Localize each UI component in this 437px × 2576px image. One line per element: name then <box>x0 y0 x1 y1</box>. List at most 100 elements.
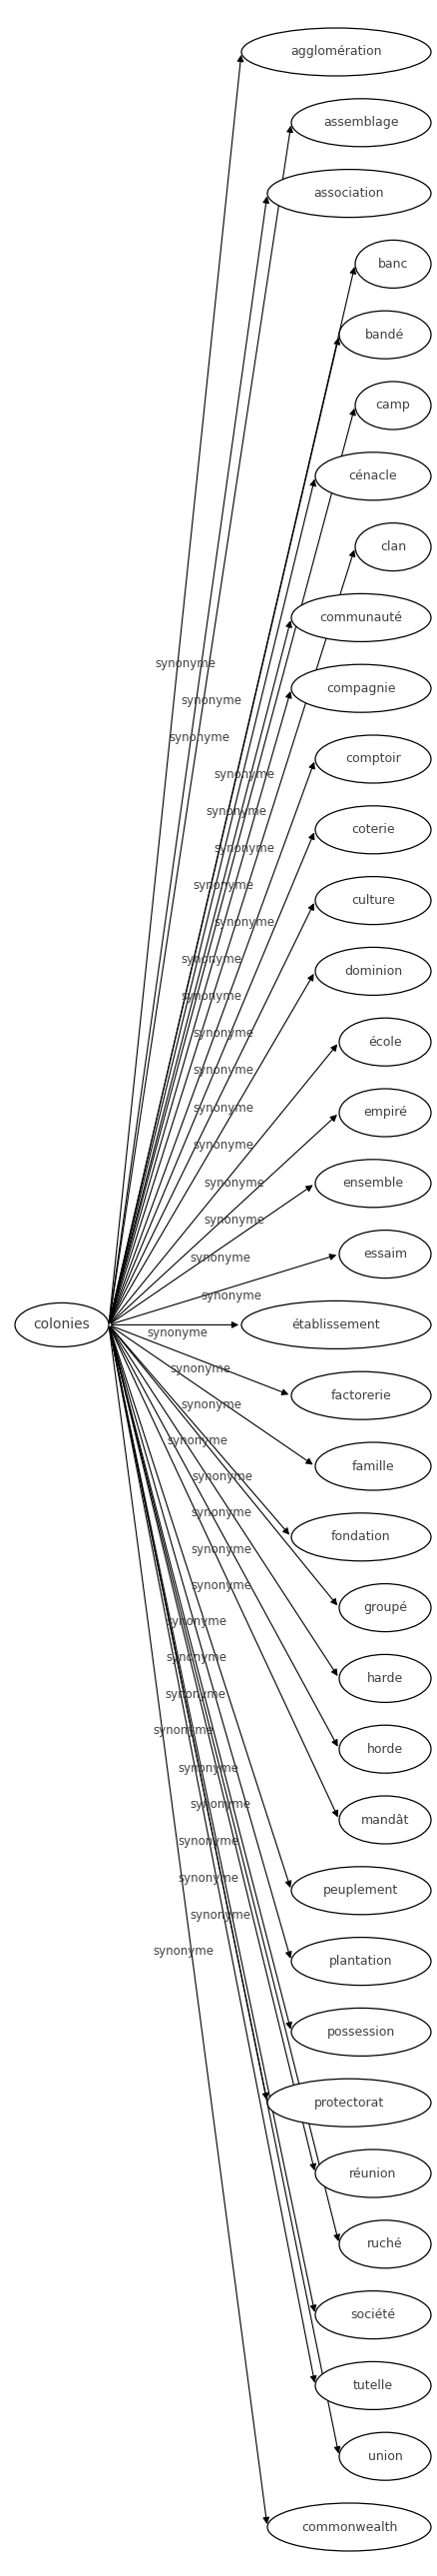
Text: assemblage: assemblage <box>323 116 398 129</box>
Text: peuplement: peuplement <box>323 1883 398 1896</box>
Ellipse shape <box>354 523 430 572</box>
Text: synonyme: synonyme <box>155 657 215 670</box>
Text: mandât: mandât <box>360 1814 408 1826</box>
Text: société: société <box>350 2308 395 2321</box>
Text: association: association <box>313 188 384 201</box>
Text: synonyme: synonyme <box>191 1579 251 1592</box>
Text: tutelle: tutelle <box>352 2380 392 2393</box>
Text: synonyme: synonyme <box>191 1543 251 1556</box>
Text: synonyme: synonyme <box>168 732 229 744</box>
Text: dominion: dominion <box>343 966 401 979</box>
Text: synonyme: synonyme <box>200 1288 261 1303</box>
Text: ruché: ruché <box>367 2239 402 2251</box>
Text: synonyme: synonyme <box>193 1064 253 1077</box>
Text: synonyme: synonyme <box>204 1177 265 1190</box>
Text: clan: clan <box>379 541 405 554</box>
Text: synonyme: synonyme <box>191 1507 252 1520</box>
Ellipse shape <box>338 1018 430 1066</box>
Text: banc: banc <box>377 258 407 270</box>
Text: synonyme: synonyme <box>203 1213 264 1226</box>
Text: ensemble: ensemble <box>342 1177 403 1190</box>
Ellipse shape <box>291 1370 430 1419</box>
Text: synonyme: synonyme <box>177 1834 238 1847</box>
Text: union: union <box>367 2450 402 2463</box>
Ellipse shape <box>267 2079 430 2128</box>
Text: synonyme: synonyme <box>193 1028 253 1041</box>
Ellipse shape <box>338 312 430 358</box>
Text: colonies: colonies <box>34 1319 90 1332</box>
Ellipse shape <box>241 1301 430 1350</box>
Ellipse shape <box>354 240 430 289</box>
Ellipse shape <box>338 1584 430 1631</box>
Text: synonyme: synonyme <box>165 1615 226 1628</box>
Text: synonyme: synonyme <box>181 696 242 708</box>
Ellipse shape <box>291 1868 430 1914</box>
Text: synonyme: synonyme <box>192 1100 253 1115</box>
Text: horde: horde <box>366 1744 402 1757</box>
Text: compagnie: compagnie <box>326 683 395 696</box>
Ellipse shape <box>338 1090 430 1136</box>
Ellipse shape <box>315 2290 430 2339</box>
Text: protectorat: protectorat <box>313 2097 383 2110</box>
Ellipse shape <box>354 381 430 430</box>
Text: agglomération: agglomération <box>290 46 381 59</box>
Ellipse shape <box>338 1795 430 1844</box>
Ellipse shape <box>338 2221 430 2267</box>
Text: comptoir: comptoir <box>344 752 400 765</box>
Text: factorerie: factorerie <box>330 1388 391 1401</box>
Ellipse shape <box>315 453 430 500</box>
Ellipse shape <box>291 665 430 714</box>
Text: harde: harde <box>366 1672 402 1685</box>
Text: camp: camp <box>375 399 409 412</box>
Text: synonyme: synonyme <box>180 953 241 966</box>
Ellipse shape <box>291 2009 430 2056</box>
Text: établissement: établissement <box>291 1319 380 1332</box>
Ellipse shape <box>291 1937 430 1986</box>
Text: essaim: essaim <box>362 1247 406 1260</box>
Text: synonyme: synonyme <box>190 1252 250 1265</box>
Ellipse shape <box>338 2432 430 2481</box>
Text: communauté: communauté <box>319 611 402 623</box>
Text: commonwealth: commonwealth <box>301 2519 396 2535</box>
Text: synonyme: synonyme <box>214 842 274 855</box>
Text: synonyme: synonyme <box>192 1139 253 1151</box>
Text: synonyme: synonyme <box>167 1435 228 1448</box>
Ellipse shape <box>315 1443 430 1492</box>
Text: synonyme: synonyme <box>193 878 254 891</box>
Ellipse shape <box>338 1231 430 1278</box>
Ellipse shape <box>15 1303 108 1347</box>
Text: synonyme: synonyme <box>205 806 266 819</box>
Text: synonyme: synonyme <box>214 768 274 781</box>
Ellipse shape <box>267 170 430 216</box>
Text: possession: possession <box>326 2025 394 2038</box>
Text: plantation: plantation <box>329 1955 392 1968</box>
Ellipse shape <box>315 1159 430 1208</box>
Ellipse shape <box>267 2504 430 2550</box>
Text: synonyme: synonyme <box>147 1327 208 1340</box>
Text: réunion: réunion <box>349 2166 396 2179</box>
Ellipse shape <box>315 734 430 783</box>
Text: synonyme: synonyme <box>177 1762 238 1775</box>
Ellipse shape <box>338 1726 430 1772</box>
Text: synonyme: synonyme <box>180 989 241 1002</box>
Ellipse shape <box>291 98 430 147</box>
Ellipse shape <box>315 2362 430 2409</box>
Ellipse shape <box>338 1654 430 1703</box>
Text: synonyme: synonyme <box>165 1651 226 1664</box>
Text: fondation: fondation <box>331 1530 390 1543</box>
Ellipse shape <box>241 28 430 75</box>
Text: bandé: bandé <box>365 327 404 340</box>
Text: synonyme: synonyme <box>177 1873 238 1886</box>
Text: synonyme: synonyme <box>191 1471 252 1484</box>
Text: coterie: coterie <box>350 824 394 837</box>
Text: synonyme: synonyme <box>181 1399 242 1412</box>
Text: culture: culture <box>350 894 394 907</box>
Text: synonyme: synonyme <box>170 1363 231 1376</box>
Ellipse shape <box>291 592 430 641</box>
Ellipse shape <box>291 1512 430 1561</box>
Text: groupé: groupé <box>362 1602 406 1615</box>
Text: synonyme: synonyme <box>153 1945 213 1958</box>
Ellipse shape <box>315 876 430 925</box>
Text: synonyme: synonyme <box>165 1687 226 1700</box>
Ellipse shape <box>315 2148 430 2197</box>
